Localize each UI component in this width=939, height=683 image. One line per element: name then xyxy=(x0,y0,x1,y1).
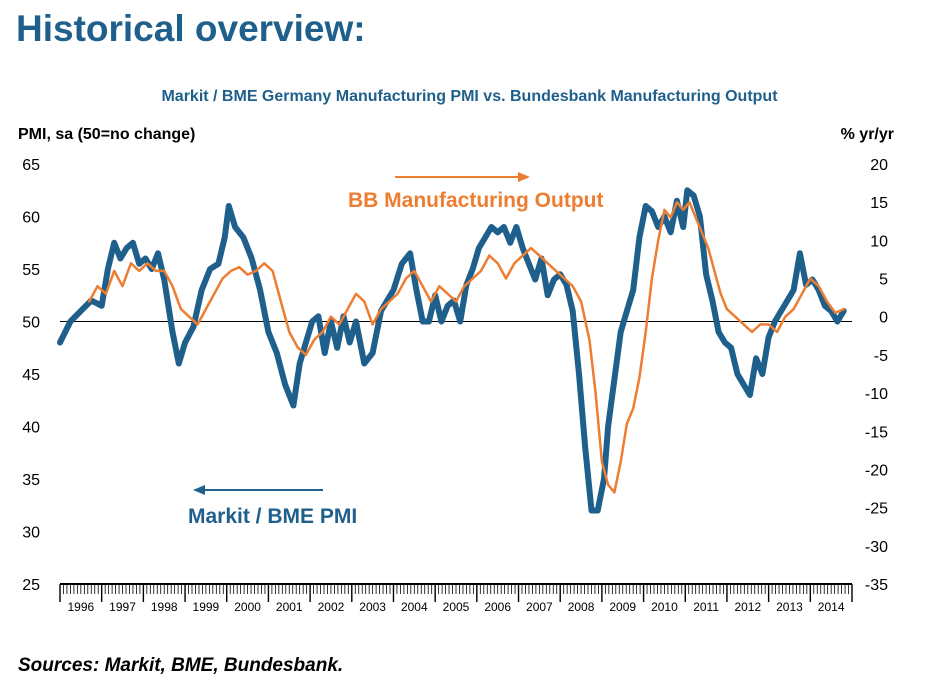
x-tick-label: 1997 xyxy=(109,600,136,614)
x-tick-label: 2008 xyxy=(568,600,595,614)
left-axis: 25 30 35 40 45 50 55 60 65 xyxy=(22,157,40,594)
series-group xyxy=(57,187,847,514)
arrowhead-left-icon xyxy=(193,485,205,495)
annotation-label-pmi: Markit / BME PMI xyxy=(188,505,357,528)
x-tick-label: 2004 xyxy=(401,600,428,614)
series-line-output xyxy=(87,200,845,494)
x-tick-label: 2003 xyxy=(359,600,386,614)
x-tick-label: 1999 xyxy=(193,600,220,614)
annotation-output: BB Manufacturing Output xyxy=(348,172,603,212)
left-tick-label: 40 xyxy=(22,420,40,437)
right-tick-label: -25 xyxy=(865,501,888,518)
right-tick-label: 5 xyxy=(879,272,888,289)
x-tick-label: 2000 xyxy=(234,600,261,614)
x-axis: 1996 1997 1998 1999 2000 2001 2002 2003 2004 2005… xyxy=(59,583,853,614)
right-tick-label: -10 xyxy=(865,386,888,403)
left-tick-label: 55 xyxy=(22,262,40,279)
right-tick-label: 0 xyxy=(879,310,888,327)
x-tick-label: 2007 xyxy=(526,600,553,614)
chart-title: Markit / BME Germany Manufacturing PMI v… xyxy=(161,88,778,105)
right-tick-label: -20 xyxy=(865,462,888,479)
x-tick-label: 1998 xyxy=(151,600,178,614)
right-tick-label: -30 xyxy=(865,539,888,556)
left-tick-label: 25 xyxy=(22,577,40,594)
right-axis-label: % yr/yr xyxy=(840,126,894,143)
x-tick-label: 2005 xyxy=(443,600,470,614)
right-tick-label: 20 xyxy=(870,157,888,174)
x-tick-label: 2012 xyxy=(734,600,761,614)
left-tick-label: 35 xyxy=(22,472,40,489)
x-tick-label: 2013 xyxy=(776,600,803,614)
left-tick-label: 65 xyxy=(22,157,40,174)
x-tick-label: 2002 xyxy=(318,600,345,614)
right-tick-label: -35 xyxy=(865,577,888,594)
x-tick-label: 2011 xyxy=(693,600,719,614)
annotation-label-output: BB Manufacturing Output xyxy=(348,189,603,212)
right-tick-label: 10 xyxy=(870,233,888,250)
left-tick-label: 50 xyxy=(22,315,40,332)
right-tick-label: -15 xyxy=(865,424,888,441)
x-tick-label: 2010 xyxy=(651,600,678,614)
left-axis-label: PMI, sa (50=no change) xyxy=(18,126,196,143)
x-tick-label: 2009 xyxy=(609,600,636,614)
x-tick-label: 2014 xyxy=(818,600,845,614)
page-heading: Historical overview: xyxy=(16,8,366,49)
sources-note: Sources: Markit, BME, Bundesbank. xyxy=(18,655,344,676)
right-axis: -35 -30 -25 -20 -15 -10 -5 0 5 10 15 20 xyxy=(865,157,888,594)
x-tick-label: 2001 xyxy=(276,600,303,614)
right-tick-label: 15 xyxy=(870,195,888,212)
left-tick-label: 60 xyxy=(22,210,40,227)
right-tick-label: -5 xyxy=(874,348,888,365)
left-tick-label: 45 xyxy=(22,367,40,384)
annotation-pmi: Markit / BME PMI xyxy=(188,485,357,528)
series-line-pmi xyxy=(57,187,847,514)
x-tick-label: 1996 xyxy=(67,600,94,614)
left-tick-label: 30 xyxy=(22,525,40,542)
arrowhead-right-icon xyxy=(518,172,530,182)
x-tick-label: 2006 xyxy=(484,600,511,614)
